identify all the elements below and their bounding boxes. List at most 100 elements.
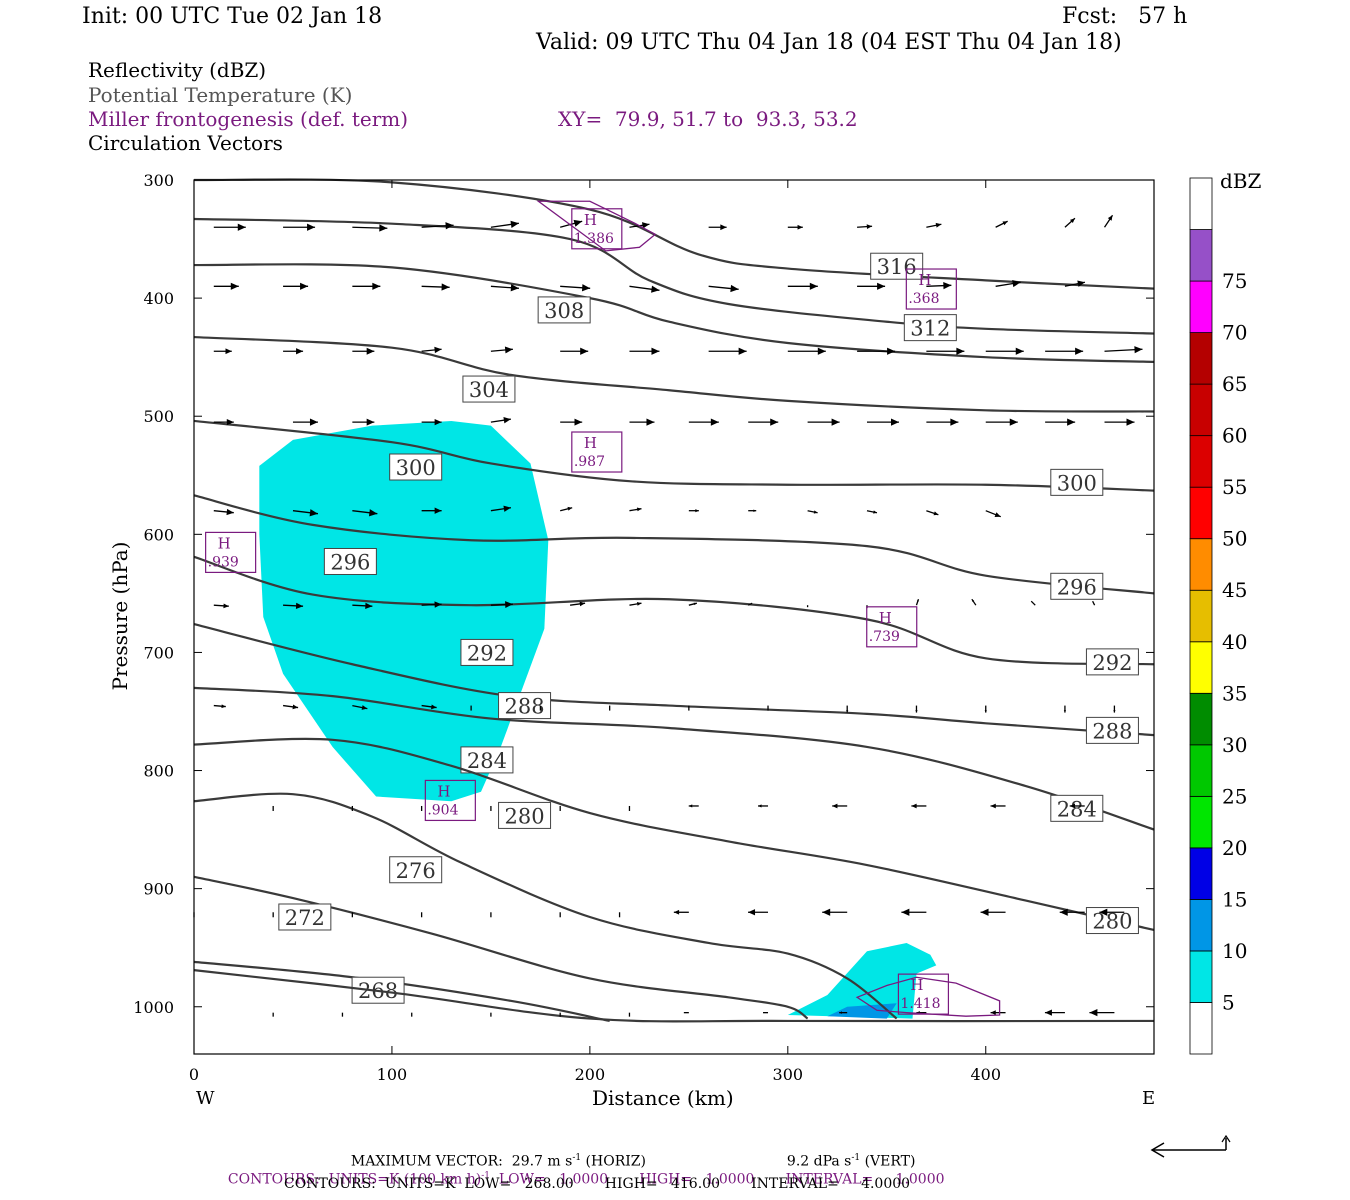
vector-head	[1089, 1009, 1098, 1017]
vector-head	[1126, 418, 1135, 426]
max-vector-line: MAXIMUM VECTOR: 29.7 m s-1 (HORIZ)	[350, 1153, 646, 1170]
max-vector-vert-line: 9.2 dPa s-1 (VERT)	[786, 1153, 916, 1170]
theta-label-box	[1050, 572, 1104, 600]
theta-label-box	[870, 252, 924, 280]
theta-contour-272	[193, 875, 809, 1020]
vector-arrow	[985, 418, 1018, 426]
vector-arrow	[980, 908, 1006, 916]
vector-arrow	[995, 280, 1021, 288]
valid-time: Valid: 09 UTC Thu 04 Jan 18 (04 EST Thu …	[536, 30, 1122, 55]
frontogenesis-max-letter: H	[218, 534, 231, 552]
vector-head	[831, 418, 840, 426]
frontogenesis-max: H 1.418	[897, 973, 950, 1015]
frontogenesis-max-value: .739	[869, 629, 900, 645]
vector-head	[1059, 908, 1068, 916]
vector-arrow	[1045, 418, 1076, 426]
vector-head	[226, 418, 234, 426]
frontogenesis-max-letter: H	[910, 976, 923, 994]
vector-arrow	[283, 348, 304, 355]
vector-head	[237, 223, 246, 231]
vector-arrow	[822, 908, 848, 916]
vector-head	[309, 418, 318, 426]
vector-arrow	[629, 347, 660, 355]
y-tick-label: 900	[143, 880, 174, 899]
vector-arrow	[1089, 1009, 1115, 1017]
vector-arrow	[673, 909, 689, 915]
vector-head	[915, 710, 918, 713]
vector-arrow	[1064, 217, 1076, 228]
frontogenesis-max: H 1.386	[571, 208, 623, 250]
frontogenesis-max-box	[424, 779, 476, 822]
vector-arrow	[1103, 214, 1114, 228]
theta-label-text: 284	[467, 749, 507, 773]
vector-head	[822, 908, 831, 916]
vector-arrow	[832, 803, 848, 809]
vector-head	[510, 284, 519, 292]
vector-arrow	[629, 507, 642, 512]
theta-label-296: 296	[1050, 572, 1104, 600]
vector-head	[943, 282, 952, 290]
frontogenesis-max: H .368	[905, 268, 957, 310]
frontogenesis-max-value: .939	[208, 554, 239, 570]
theta-contour-info: CONTOURS: UNITS=K LOW= 268.00 HIGH= 416.…	[284, 1176, 911, 1192]
frontogenesis-max-box	[571, 431, 623, 473]
vector-head	[980, 908, 989, 916]
vector-arrow	[490, 505, 512, 512]
vector-arrow	[758, 804, 769, 808]
theta-label-text: 296	[1057, 575, 1097, 599]
vector-arrow	[352, 509, 378, 517]
vector-head	[641, 222, 650, 229]
vector-arrow	[747, 602, 753, 606]
plot-frame	[193, 179, 1155, 1055]
x-end-label-east: E	[1142, 1088, 1156, 1109]
vector-arrow	[1063, 705, 1067, 713]
y-tick-label: 500	[143, 407, 174, 426]
vector-arrow	[857, 347, 896, 355]
vector-head	[839, 1011, 842, 1014]
vector-arrow	[352, 347, 375, 355]
vector-head	[911, 803, 917, 809]
frontogenesis-max-value: 1.418	[900, 996, 940, 1012]
theta-label-text: 296	[330, 550, 370, 574]
reflectivity-area-5dbz	[787, 942, 937, 1019]
vector-head	[651, 285, 660, 293]
y-tick-label: 600	[143, 525, 174, 544]
vector-shaft	[1092, 600, 1096, 606]
vector-head	[379, 224, 388, 232]
vector-head	[1107, 215, 1113, 221]
theta-label-272: 272	[278, 903, 332, 931]
theta-label-box	[323, 547, 377, 575]
theta-contour-296	[193, 494, 1155, 595]
vector-head	[1044, 1009, 1052, 1016]
y-tick-label: 700	[143, 643, 174, 662]
vector-head	[295, 602, 304, 609]
theta-contour-316	[193, 178, 1155, 290]
colorbar-box	[1189, 538, 1213, 591]
colorbar-box	[1189, 589, 1213, 643]
theta-label-text: 284	[1057, 797, 1097, 821]
theta-label-280: 280	[1085, 907, 1139, 935]
vector-shaft	[747, 602, 753, 606]
vector-head	[688, 804, 693, 808]
colorbar-box	[1189, 435, 1213, 488]
vector-head	[748, 909, 756, 916]
theta-label-284: 284	[460, 746, 514, 774]
colorbar-tick-label: 55	[1222, 475, 1247, 499]
theta-label-308: 308	[537, 296, 591, 324]
vector-arrow	[213, 282, 239, 290]
vector-arrow	[926, 347, 965, 355]
vector-head	[636, 601, 642, 606]
colorbar-box	[1189, 692, 1213, 746]
colorbar-box	[1189, 899, 1213, 952]
vector-arrow	[560, 284, 591, 292]
theta-label-288: 288	[498, 692, 552, 720]
vector-head	[434, 418, 442, 426]
vector-arrow	[926, 418, 959, 426]
vector-arrow	[421, 283, 450, 291]
frontogenesis-max-value: .368	[908, 291, 939, 307]
vector-head	[1009, 418, 1018, 426]
theta-label-text: 272	[285, 906, 325, 930]
vector-arrow	[787, 347, 826, 355]
vector-head	[1067, 418, 1076, 426]
colorbar-box	[1189, 486, 1213, 540]
